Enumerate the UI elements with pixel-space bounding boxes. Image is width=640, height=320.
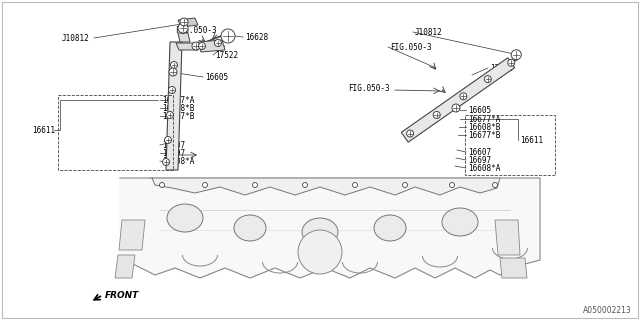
Ellipse shape <box>442 208 478 236</box>
Circle shape <box>508 59 515 66</box>
Polygon shape <box>198 40 225 52</box>
Polygon shape <box>500 258 527 278</box>
Text: FIG.050-3: FIG.050-3 <box>175 26 216 35</box>
Circle shape <box>169 68 177 76</box>
Circle shape <box>163 158 170 165</box>
Circle shape <box>166 111 173 118</box>
Text: 16697: 16697 <box>468 156 491 164</box>
Circle shape <box>403 182 408 188</box>
Circle shape <box>168 86 175 93</box>
Polygon shape <box>176 43 198 50</box>
Circle shape <box>484 76 492 83</box>
Text: 17522: 17522 <box>215 51 238 60</box>
Circle shape <box>452 104 460 112</box>
Circle shape <box>433 111 440 118</box>
Text: A050002213: A050002213 <box>583 306 632 315</box>
Text: 16607: 16607 <box>162 140 185 149</box>
Circle shape <box>170 61 177 68</box>
Text: 16608*A: 16608*A <box>162 156 195 165</box>
Circle shape <box>192 42 200 50</box>
Text: 16605: 16605 <box>468 106 491 115</box>
Polygon shape <box>166 42 182 170</box>
Text: FIG.050-3: FIG.050-3 <box>348 84 390 92</box>
Circle shape <box>303 182 307 188</box>
Circle shape <box>221 29 235 43</box>
Text: 16677*B: 16677*B <box>162 111 195 121</box>
Circle shape <box>298 230 342 274</box>
Polygon shape <box>401 58 515 142</box>
Ellipse shape <box>234 215 266 241</box>
Text: 16677*B: 16677*B <box>468 131 500 140</box>
Circle shape <box>406 130 413 137</box>
Polygon shape <box>178 33 190 42</box>
Polygon shape <box>495 220 520 255</box>
Circle shape <box>511 50 521 60</box>
Circle shape <box>180 18 188 26</box>
Text: J10812: J10812 <box>62 34 90 43</box>
Text: 17523: 17523 <box>490 63 513 73</box>
Text: 16677*A: 16677*A <box>162 95 195 105</box>
Ellipse shape <box>374 215 406 241</box>
Text: 16611: 16611 <box>32 125 55 134</box>
Circle shape <box>214 39 221 46</box>
Text: 16628: 16628 <box>245 33 268 42</box>
Ellipse shape <box>167 204 203 232</box>
Circle shape <box>202 182 207 188</box>
Polygon shape <box>115 255 135 278</box>
Circle shape <box>493 182 497 188</box>
Circle shape <box>253 182 257 188</box>
Text: 16697: 16697 <box>162 148 185 157</box>
Ellipse shape <box>302 218 338 246</box>
Circle shape <box>178 23 188 33</box>
Text: 16608*B: 16608*B <box>162 103 195 113</box>
Text: 16608*B: 16608*B <box>468 123 500 132</box>
Circle shape <box>198 43 205 50</box>
Text: 16611: 16611 <box>520 135 543 145</box>
Circle shape <box>159 182 164 188</box>
Text: 16608*A: 16608*A <box>468 164 500 172</box>
Text: FRONT: FRONT <box>105 291 140 300</box>
Polygon shape <box>150 178 500 195</box>
Text: J10812: J10812 <box>415 28 443 36</box>
Circle shape <box>353 182 358 188</box>
Text: 16607: 16607 <box>468 148 491 156</box>
Circle shape <box>164 137 172 143</box>
Circle shape <box>449 182 454 188</box>
Bar <box>58 95 173 170</box>
Polygon shape <box>120 178 540 278</box>
Circle shape <box>460 93 467 100</box>
Text: FIG.050-3: FIG.050-3 <box>390 43 431 52</box>
Bar <box>465 115 555 175</box>
Polygon shape <box>119 220 145 250</box>
Text: 16605: 16605 <box>205 73 228 82</box>
Polygon shape <box>178 18 198 27</box>
Text: 16677*A: 16677*A <box>468 115 500 124</box>
